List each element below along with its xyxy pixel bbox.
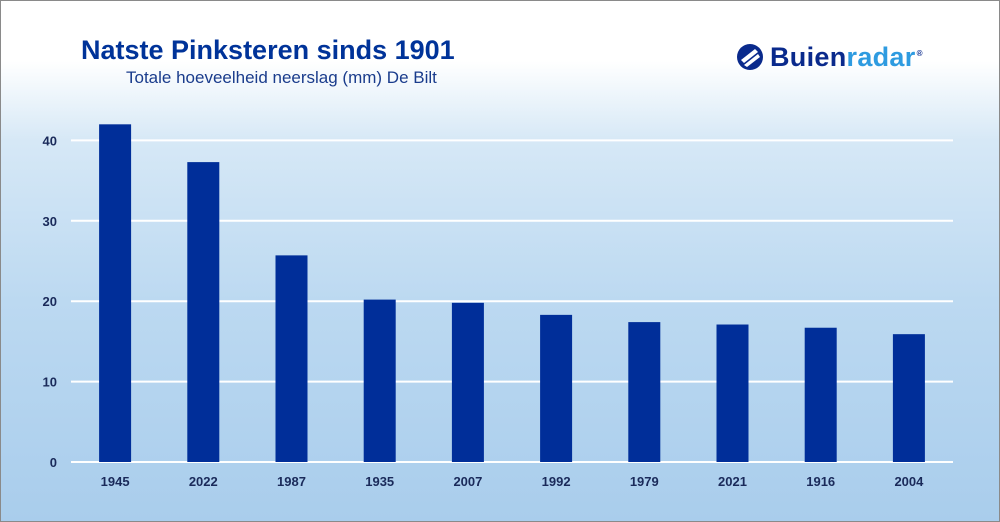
x-tick-label: 1987 bbox=[277, 474, 306, 489]
y-tick-label: 40 bbox=[43, 133, 57, 148]
x-tick-label: 1992 bbox=[542, 474, 571, 489]
y-tick-label: 0 bbox=[50, 455, 57, 470]
logo-text-buien: Buien bbox=[770, 41, 847, 72]
bar bbox=[540, 314, 573, 462]
chart-title: Natste Pinksteren sinds 1901 bbox=[81, 35, 455, 65]
x-tick-label: 1916 bbox=[806, 474, 835, 489]
x-tick-label: 2022 bbox=[189, 474, 218, 489]
bar bbox=[892, 334, 925, 462]
bar bbox=[187, 162, 220, 462]
bar bbox=[804, 327, 837, 462]
x-tick-label: 2007 bbox=[453, 474, 482, 489]
bar bbox=[275, 255, 308, 462]
logo-text-radar: radar bbox=[846, 41, 916, 72]
x-tick-label: 1979 bbox=[630, 474, 659, 489]
x-tick-label: 2004 bbox=[894, 474, 924, 489]
buienradar-logo: Buienradar® bbox=[736, 41, 923, 73]
x-tick-label: 1945 bbox=[101, 474, 130, 489]
x-tick-label: 2021 bbox=[718, 474, 747, 489]
bar bbox=[716, 324, 749, 462]
bar bbox=[99, 124, 132, 462]
bar bbox=[363, 299, 396, 462]
y-tick-label: 20 bbox=[43, 294, 57, 309]
y-tick-label: 10 bbox=[43, 375, 57, 390]
bar bbox=[628, 322, 661, 462]
x-tick-label: 1935 bbox=[365, 474, 394, 489]
bar bbox=[451, 302, 484, 462]
y-tick-label: 30 bbox=[43, 214, 57, 229]
logo-registered-mark: ® bbox=[916, 48, 923, 58]
chart-subtitle: Totale hoeveelheid neerslag (mm) De Bilt bbox=[126, 68, 437, 87]
logo-text: Buienradar® bbox=[770, 42, 923, 73]
buienradar-logo-icon bbox=[737, 44, 763, 70]
